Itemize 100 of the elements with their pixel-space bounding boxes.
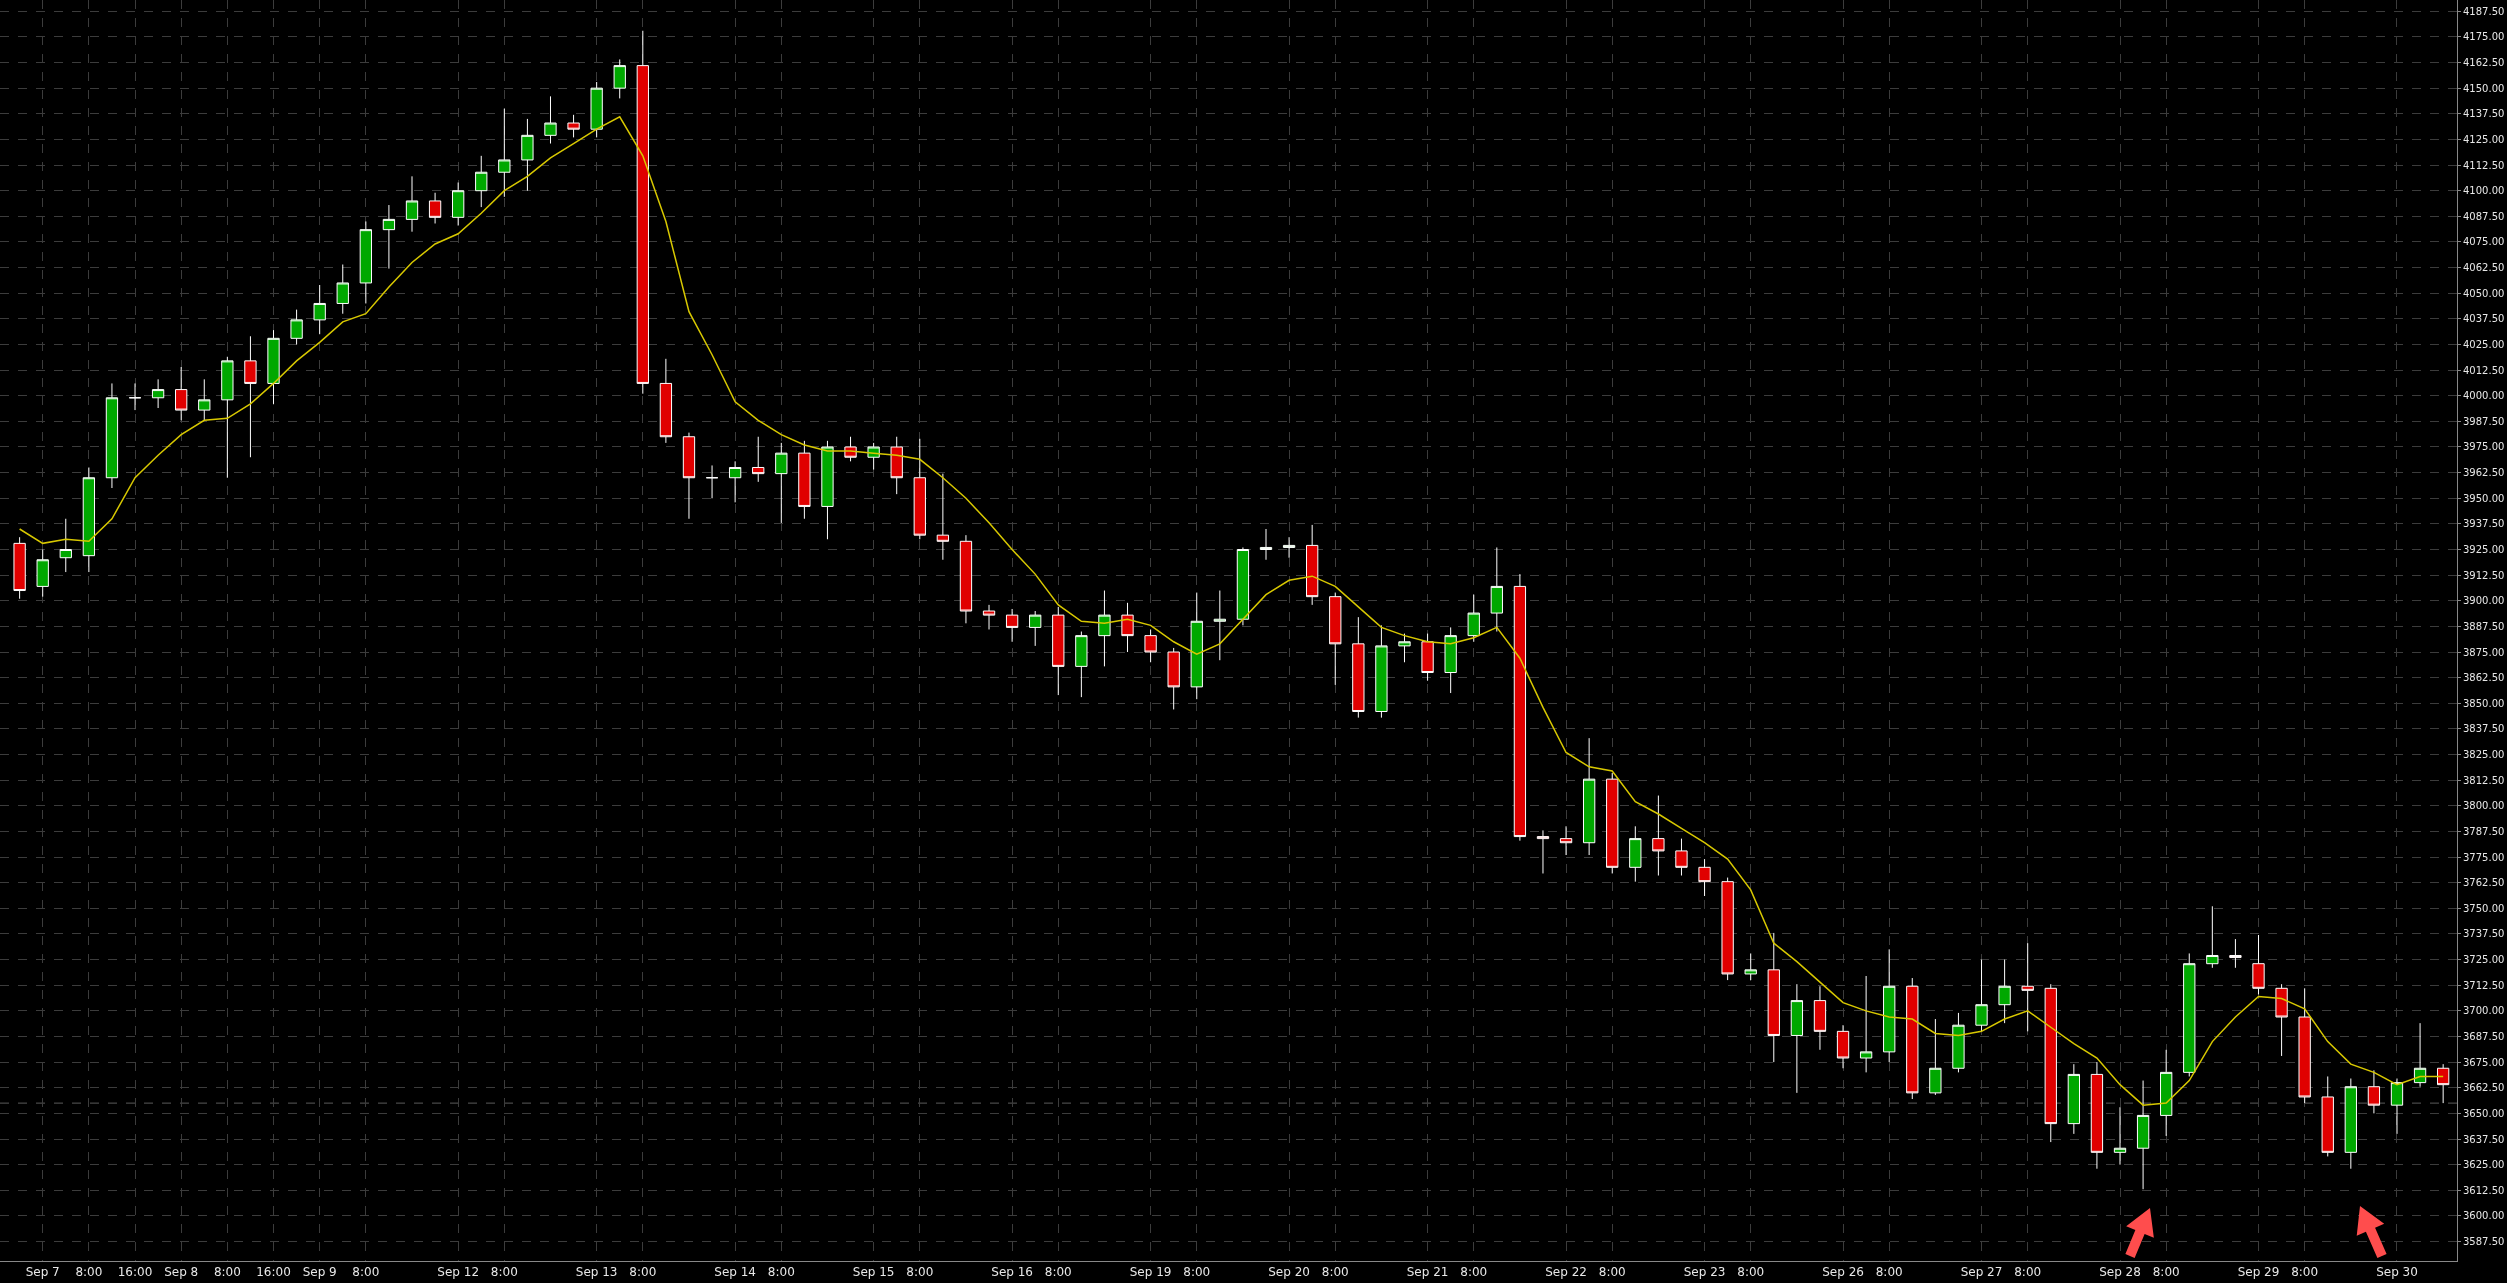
x-tick-label: 8:00 [1321, 1265, 1349, 1280]
candlestick [2113, 1106, 2127, 1166]
candlestick [1559, 825, 1573, 856]
candlestick [1744, 952, 1757, 981]
y-tick-label: 3787.50 [2463, 825, 2505, 837]
candlestick [82, 466, 96, 573]
y-tick-label: 3875.00 [2463, 646, 2505, 658]
y-tick-label: 3912.50 [2463, 569, 2505, 581]
candlestick [1606, 772, 1619, 874]
y-tick-label: 3675.00 [2463, 1056, 2505, 1068]
x-tick-label: Sep 15 [852, 1265, 895, 1280]
candlestick [521, 118, 534, 192]
candlestick [498, 108, 511, 198]
candlestick [1444, 626, 1457, 694]
y-tick-label: 3837.50 [2463, 723, 2505, 735]
y-tick-label: 3987.50 [2463, 415, 2505, 427]
candlestick [1329, 592, 1342, 686]
candlestick [544, 95, 557, 145]
candlestick [2206, 905, 2219, 969]
y-tick-label: 3937.50 [2463, 518, 2505, 530]
candlestick [267, 329, 280, 405]
candlestick [567, 114, 580, 138]
x-tick-label: Sep 20 [1268, 1265, 1310, 1280]
candlestick [290, 309, 303, 345]
y-tick-label: 4012.50 [2463, 364, 2505, 376]
y-tick-label: 3812.50 [2463, 774, 2505, 786]
candlestick [1190, 592, 1203, 700]
x-tick-label: Sep 7 [25, 1265, 60, 1280]
candlestick [452, 181, 465, 227]
candlestick [1652, 795, 1665, 877]
candlestick [1975, 959, 1988, 1032]
candlestick [1675, 838, 1688, 877]
candlestick [590, 81, 603, 138]
candlestick [1029, 610, 1042, 647]
x-tick-label: Sep 8 [164, 1265, 199, 1280]
candlestick [728, 460, 742, 503]
candlestick [128, 382, 142, 411]
y-tick-label: 3725.00 [2463, 954, 2505, 966]
candlestick [2044, 983, 2057, 1143]
candlestick [1536, 829, 1550, 874]
y-tick-label: 4162.50 [2463, 57, 2505, 69]
candlestick [2021, 942, 2034, 1032]
candlestick [313, 284, 326, 335]
y-tick-label: 3900.00 [2463, 595, 2505, 607]
candlestick [2298, 987, 2311, 1104]
candlestick [936, 473, 950, 561]
candlestick [613, 58, 626, 99]
x-tick-label: Sep 14 [714, 1265, 756, 1280]
y-tick-label: 3850.00 [2463, 697, 2505, 709]
y-tick-label: 3775.00 [2463, 851, 2505, 863]
candlestick [1259, 528, 1273, 561]
candlestick [2160, 1049, 2173, 1137]
candlestick [1236, 546, 1250, 626]
candlestick [405, 175, 419, 233]
y-tick-label: 4112.50 [2463, 159, 2505, 171]
candlestick [2367, 1069, 2381, 1114]
candlestick [336, 264, 349, 315]
candlestick [1790, 983, 1804, 1094]
y-tick-label: 3662.50 [2463, 1082, 2505, 1094]
candlestick [1929, 1018, 1942, 1096]
y-tick-label: 4137.50 [2463, 108, 2505, 120]
candlestick [382, 204, 396, 270]
candlestick [1121, 602, 1134, 653]
candlestick [752, 436, 765, 483]
candlestick [2321, 1075, 2334, 1157]
candlestick [1282, 536, 1296, 559]
y-tick-label: 3800.00 [2463, 800, 2505, 812]
candlestick [2390, 1078, 2404, 1135]
candlestick [2252, 934, 2265, 995]
candlestick [428, 192, 442, 224]
y-tick-label: 3950.00 [2463, 492, 2505, 504]
x-tick-label: 8:00 [213, 1265, 241, 1280]
candlestick [1375, 624, 1388, 719]
candlestick [959, 534, 973, 624]
x-tick-label: 8:00 [906, 1265, 934, 1280]
y-tick-label: 4175.00 [2463, 31, 2505, 43]
candlestick [982, 604, 996, 630]
x-tick-label: 8:00 [352, 1265, 380, 1280]
y-tick-label: 4125.00 [2463, 133, 2505, 145]
x-tick-label: 16:00 [256, 1265, 291, 1280]
candlestick [13, 536, 26, 600]
x-tick-label: 8:00 [629, 1265, 657, 1280]
candlestick [2067, 1063, 2081, 1135]
y-tick-label: 3687.50 [2463, 1030, 2505, 1042]
y-tick-label: 3825.00 [2463, 749, 2505, 761]
candlestick [1075, 631, 1088, 698]
candlestick [1513, 573, 1527, 842]
candlestick [1813, 985, 1827, 1051]
candlestick [1306, 524, 1319, 606]
x-tick-label: 8:00 [2152, 1265, 2180, 1280]
candlestick [1952, 1012, 1965, 1073]
candlestick [198, 378, 211, 421]
candlestick [1998, 959, 2011, 1024]
y-tick-label: 3962.50 [2463, 467, 2505, 479]
y-tick-label: 4187.50 [2463, 5, 2505, 17]
candlestick [36, 549, 49, 598]
candlestick [1005, 608, 1019, 643]
candlestick [2344, 1078, 2357, 1170]
candlestick [890, 436, 903, 495]
candlestick [2275, 983, 2288, 1057]
